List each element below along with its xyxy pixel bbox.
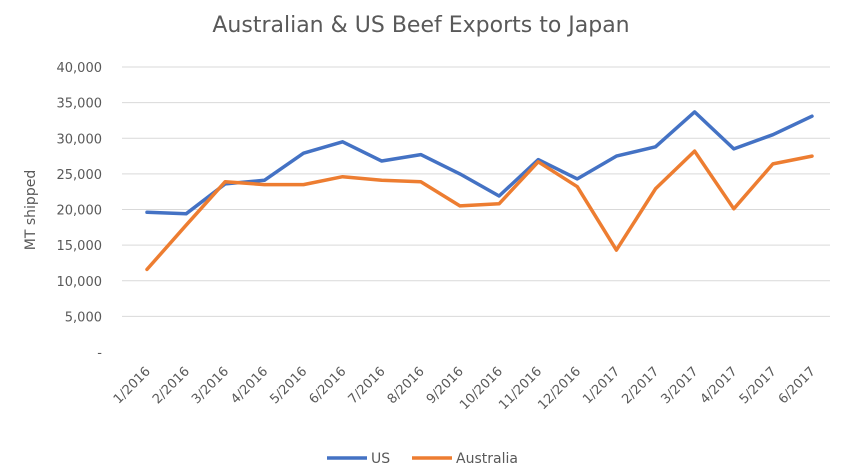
y-tick-label: 40,000 — [57, 61, 103, 76]
x-tick-label: 4/2016 — [228, 364, 271, 407]
legend-label: Australia — [456, 451, 518, 467]
y-tick-label: - — [97, 346, 102, 361]
chart-title: Australian & US Beef Exports to Japan — [212, 13, 629, 38]
x-tick-label: 1/2017 — [580, 364, 623, 407]
x-tick-label: 5/2017 — [737, 364, 780, 407]
x-tick-label: 4/2017 — [698, 364, 741, 407]
x-tick-label: 12/2016 — [535, 364, 584, 413]
y-tick-label: 10,000 — [57, 275, 103, 290]
x-tick-label: 6/2017 — [776, 364, 819, 407]
gridlines — [122, 66, 830, 317]
y-tick-label: 25,000 — [57, 168, 103, 183]
y-tick-label: 5,000 — [65, 310, 102, 325]
y-tick-label: 15,000 — [57, 239, 103, 254]
y-axis-ticks: - 5,000 10,000 15,000 20,000 25,000 30,000 35,0… — [57, 61, 103, 361]
series-lines — [145, 110, 814, 272]
x-axis-ticks: 1/20162/20163/20164/20165/20166/20167/20… — [111, 364, 819, 413]
x-tick-label: 2/2017 — [619, 364, 662, 407]
series-line-australia — [145, 149, 814, 272]
y-axis-label: MT shipped — [23, 170, 39, 250]
x-tick-label: 5/2016 — [267, 364, 310, 407]
x-tick-label: 3/2017 — [659, 364, 702, 407]
x-tick-label: 7/2016 — [346, 364, 389, 407]
y-tick-label: 30,000 — [57, 132, 103, 147]
x-tick-label: 2/2016 — [150, 364, 193, 407]
y-tick-label: 35,000 — [57, 97, 103, 112]
y-tick-label: 20,000 — [57, 204, 103, 219]
x-tick-label: 6/2016 — [306, 364, 349, 407]
legend-label: US — [371, 451, 390, 467]
legend: US Australia — [327, 451, 518, 467]
x-tick-label: 8/2016 — [385, 364, 428, 407]
x-tick-label: 1/2016 — [111, 364, 154, 407]
series-line-us — [145, 110, 814, 216]
x-tick-label: 3/2016 — [189, 364, 232, 407]
